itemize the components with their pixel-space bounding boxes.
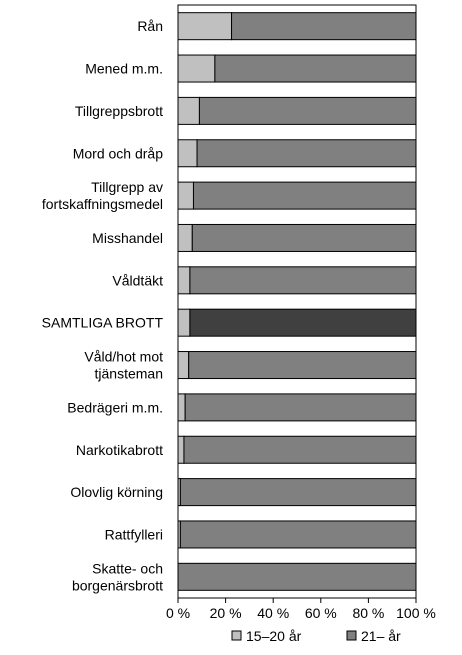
bar-segment-age-21-plus (189, 308, 417, 337)
bar-segment-age-21-plus (177, 562, 417, 591)
bar-segment-age-21-plus (189, 266, 417, 295)
category-label: Skatte- och (92, 560, 163, 576)
category-label: Tillgreppsbrott (75, 103, 163, 119)
category-label: Rån (137, 18, 163, 34)
bar-segment-age-15-20 (177, 223, 193, 252)
category-label: tjänsteman (95, 366, 163, 382)
bar-segment-age-21-plus (188, 351, 417, 380)
category-label: Tillgrepp av (91, 179, 163, 195)
x-tick-label: 0 % (166, 605, 190, 621)
bar-segment-age-21-plus (183, 435, 417, 464)
bar-segment-age-21-plus (231, 12, 417, 41)
category-label: Rattfylleri (105, 526, 163, 542)
bar-segment-age-21-plus (196, 139, 417, 168)
x-tick-label: 20 % (210, 605, 242, 621)
bar-segment-age-21-plus (192, 181, 417, 210)
category-label: Bedrägeri m.m. (67, 399, 163, 415)
bar-segment-age-15-20 (177, 139, 198, 168)
category-label: fortskaffningsmedel (42, 196, 163, 212)
bar-segment-age-15-20 (177, 96, 200, 125)
bar-segment-age-15-20 (177, 308, 191, 337)
bar-segment-age-15-20 (177, 54, 216, 83)
category-label: Olovlig körning (70, 484, 163, 500)
bar-segment-age-21-plus (184, 393, 417, 422)
bar-segment-age-15-20 (177, 12, 233, 41)
bar-segment-age-21-plus (179, 520, 417, 549)
legend-label: 21– år (361, 628, 401, 644)
bar-segment-age-15-20 (177, 393, 186, 422)
category-label: Mord och dråp (73, 145, 163, 161)
x-tick-label: 100 % (396, 605, 436, 621)
bar-segment-age-15-20 (177, 435, 185, 464)
category-label: Våldtäkt (112, 272, 163, 288)
category-label: Misshandel (92, 230, 163, 246)
category-label: borgenärsbrott (72, 577, 163, 593)
bar-segment-age-15-20 (177, 181, 194, 210)
category-label: Mened m.m. (85, 61, 163, 77)
category-labels: Rån Mened m.m. Tillgreppsbrott Mord och drå… (42, 18, 164, 593)
category-label: Narkotikabrott (76, 442, 163, 458)
bar-segment-age-21-plus (214, 54, 417, 83)
bar-segment-age-21-plus (191, 223, 417, 252)
legend-swatch (346, 630, 357, 641)
x-axis: 0 % 20 % 40 % 60 % 80 % 100 % (166, 597, 436, 621)
category-label: Våld/hot mot (84, 349, 163, 365)
bar-segment-age-15-20 (177, 351, 190, 380)
bar-segment-age-21-plus (179, 478, 417, 507)
bar-segment-age-21-plus (198, 96, 417, 125)
legend-swatch (231, 630, 242, 641)
plot-area (177, 4, 417, 599)
x-tick-label: 80 % (352, 605, 384, 621)
x-tick-label: 60 % (305, 605, 337, 621)
bar-segment-age-15-20 (177, 266, 191, 295)
category-label: SAMTLIGA BROTT (42, 315, 164, 331)
x-tick-label: 40 % (257, 605, 289, 621)
plot-frame (177, 4, 417, 599)
legend-label: 15–20 år (246, 628, 302, 644)
legend: 15–20 år 21– år (231, 628, 401, 644)
